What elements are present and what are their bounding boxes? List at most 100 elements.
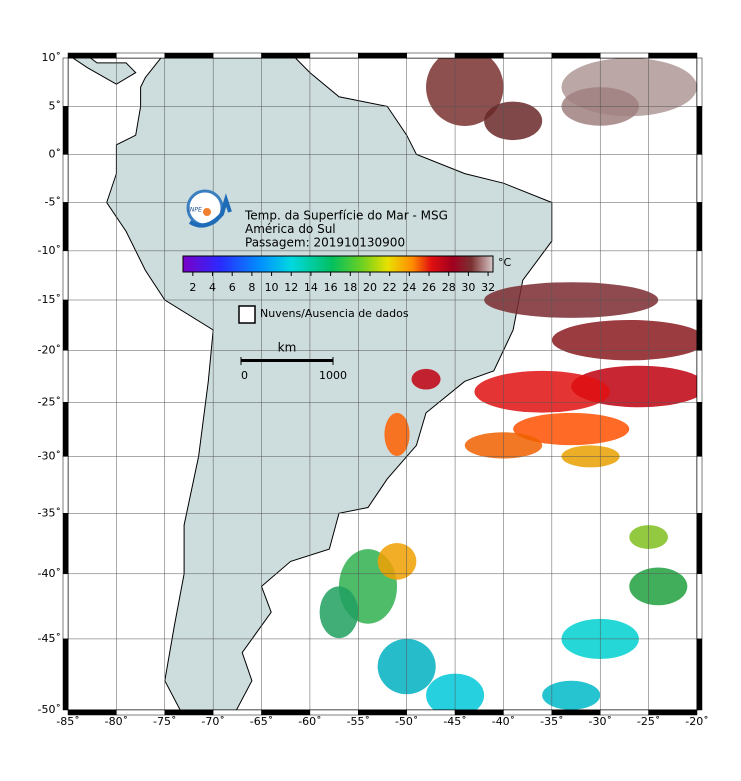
frame-segment (696, 202, 703, 252)
colorbar-tick-label: 2 (189, 281, 196, 294)
frame-segment (696, 106, 703, 155)
colorbar-tick-label: 22 (383, 281, 397, 294)
frame-segment (62, 57, 69, 107)
title-line: América do Sul (245, 222, 336, 236)
sst-patch (377, 543, 417, 580)
lat-tick-label: -5˚ (45, 195, 61, 208)
frame-segment (696, 57, 703, 107)
lon-tick-label: -80˚ (105, 715, 128, 728)
colorbar-tick-label: 6 (229, 281, 236, 294)
lat-tick-label: -30˚ (38, 449, 61, 462)
frame-segment (62, 154, 69, 203)
lat-tick-label: -50˚ (38, 703, 61, 716)
sst-patch (551, 319, 697, 361)
frame-segment (62, 250, 69, 301)
frame-segment (551, 52, 601, 59)
frame-segment (696, 573, 703, 640)
sst-patch (484, 101, 543, 141)
frame-segment (406, 52, 456, 59)
frame-segment (696, 638, 703, 711)
frame-segment (696, 250, 703, 301)
colorbar-tick-label: 26 (422, 281, 436, 294)
lat-tick-label: -35˚ (38, 506, 61, 519)
colorbar-tick-label: 18 (343, 281, 357, 294)
colorbar-tick-label: 12 (284, 281, 298, 294)
frame-segment (696, 402, 703, 457)
scale-unit: km (278, 341, 297, 355)
lon-tick-label: -70˚ (201, 715, 224, 728)
colorbar-tick-label: 16 (324, 281, 338, 294)
lon-tick-label: -35˚ (540, 715, 563, 728)
lat-tick-label: 10˚ (42, 51, 62, 64)
frame-segment (261, 52, 311, 59)
colorbar-tick-label: 8 (248, 281, 255, 294)
legend-label: Nuvens/Ausencia de dados (260, 307, 409, 320)
frame-segment (648, 52, 698, 59)
frame-segment (599, 52, 649, 59)
lon-tick-label: -45˚ (443, 715, 466, 728)
frame-segment (503, 52, 553, 59)
frame-segment (454, 52, 504, 59)
lon-tick-label: -20˚ (685, 715, 708, 728)
lon-tick-label: -25˚ (637, 715, 660, 728)
lon-tick-label: -60˚ (298, 715, 321, 728)
legend-box (238, 305, 256, 324)
colorbar (182, 255, 494, 273)
colorbar-tick-label: 28 (442, 281, 456, 294)
frame-segment (358, 52, 407, 59)
logo-dot (203, 208, 211, 216)
sst-patch (384, 412, 410, 456)
lat-tick-label: -15˚ (38, 293, 61, 306)
sst-patch (411, 368, 441, 390)
sst-patch (542, 680, 601, 710)
lon-tick-label: -50˚ (395, 715, 418, 728)
lon-tick-label: -40˚ (492, 715, 515, 728)
frame-segment (164, 52, 214, 59)
frame-segment (696, 513, 703, 575)
frame-segment (62, 456, 69, 514)
sst-patch (474, 370, 610, 413)
colorbar-tick-label: 30 (461, 281, 475, 294)
colorbar-tick-label: 32 (481, 281, 495, 294)
frame-segment (696, 456, 703, 514)
frame-segment (67, 52, 117, 59)
map-area (68, 58, 697, 710)
lat-tick-label: -10˚ (38, 244, 61, 257)
lat-tick-label: -40˚ (38, 567, 61, 580)
lat-tick-label: 5˚ (49, 99, 62, 112)
frame-segment (696, 299, 703, 351)
frame-segment (696, 350, 703, 403)
colorbar-tick-label: 24 (402, 281, 416, 294)
colorbar-tick-label: 10 (265, 281, 279, 294)
scale-tick-label: 1000 (319, 369, 347, 382)
sst-patch (629, 567, 688, 606)
colorbar-tick-label: 20 (363, 281, 377, 294)
frame-segment (116, 52, 166, 59)
frame-segment (212, 52, 262, 59)
lon-tick-label: -30˚ (588, 715, 611, 728)
colorbar-tick-label: 4 (209, 281, 216, 294)
frame-segment (62, 513, 69, 575)
lon-tick-label: -75˚ (153, 715, 176, 728)
lat-tick-label: -45˚ (38, 632, 61, 645)
frame-segment (648, 709, 698, 716)
title-line: Temp. da Superfície do Mar - MSG (244, 209, 448, 223)
scale-bar (241, 359, 333, 362)
lat-tick-label: 0˚ (49, 147, 62, 160)
frame-segment (62, 402, 69, 457)
sst-patch (319, 586, 359, 639)
frame-segment (62, 638, 69, 711)
lon-tick-label: -65˚ (250, 715, 273, 728)
sst-patch (426, 58, 504, 126)
frame-segment (62, 573, 69, 640)
frame-segment (309, 52, 359, 59)
logo-swirl (188, 193, 232, 228)
frame-segment (62, 350, 69, 403)
lat-tick-label: -20˚ (38, 343, 61, 356)
lat-tick-label: -25˚ (38, 395, 61, 408)
frame-segment (62, 202, 69, 252)
title-line: Passagem: 201910130900 (245, 236, 405, 250)
frame-segment (62, 299, 69, 351)
logo-text: INPE (188, 207, 202, 214)
